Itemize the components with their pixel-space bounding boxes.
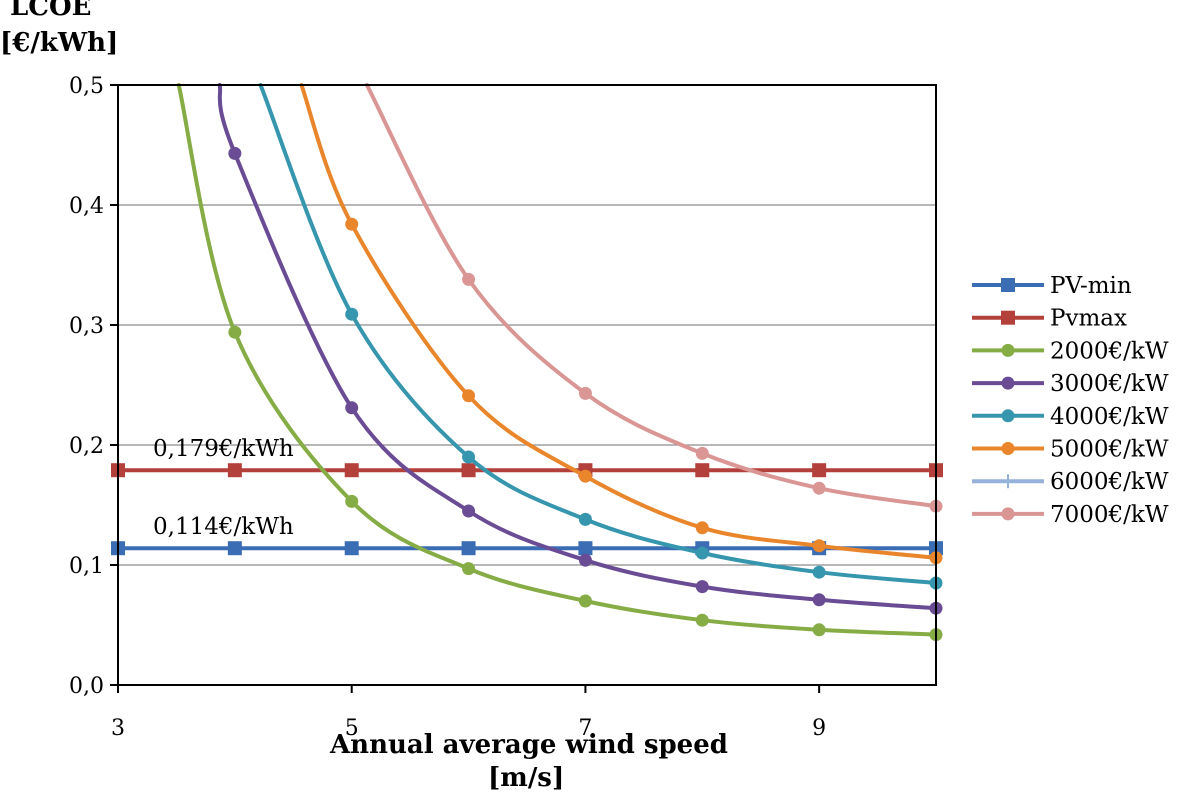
legend-item-pvmax: Pvmax (972, 306, 1127, 332)
data-point (461, 541, 476, 556)
legend-marker (1001, 376, 1015, 390)
x-tick-label: 5 (345, 716, 359, 741)
data-point (578, 541, 593, 556)
data-point (345, 307, 359, 321)
data-point (695, 546, 709, 560)
data-point (462, 562, 476, 576)
data-point (228, 146, 242, 160)
legend-item-7000-kw: 7000€/kW (972, 502, 1169, 528)
y-tick-label: 0,2 (69, 434, 104, 459)
legend-label: 6000€/kW (1050, 469, 1169, 495)
y-tick-label: 0,5 (69, 74, 104, 99)
annotations: 0,179€/kWh 0,114€/kWh (153, 436, 294, 540)
series-line (258, 83, 938, 585)
axis-ticks: 0,0 0,1 0,2 0,3 0,4 0,5 3 5 7 9 (69, 74, 826, 741)
y-tick-label: 0,3 (69, 314, 104, 339)
legend-label: 2000€/kW (1050, 338, 1169, 364)
data-point (695, 613, 709, 627)
data-point (812, 593, 826, 607)
legend-marker (1001, 442, 1015, 455)
x-tick-label: 9 (812, 716, 826, 741)
legend: PV-min Pvmax 2000€/kW 3000€/kW 4000€/kW 5000€… (972, 273, 1169, 528)
data-point (695, 580, 709, 594)
data-point (578, 553, 592, 567)
series-line (217, 83, 938, 611)
legend-marker (1001, 343, 1015, 357)
data-point (462, 389, 476, 403)
data-point (344, 541, 359, 556)
data-point (345, 217, 359, 231)
legend-label: 7000€/kW (1050, 502, 1169, 528)
data-point (695, 521, 709, 535)
data-point (345, 401, 359, 415)
data-point (695, 446, 709, 460)
series-7000-kw (364, 83, 943, 513)
data-point (578, 386, 592, 400)
legend-marker (1001, 474, 1015, 489)
series-lines (111, 83, 943, 642)
data-point (461, 463, 476, 478)
legend-label: 5000€/kW (1050, 437, 1169, 463)
data-point (812, 623, 826, 637)
series-line (299, 83, 938, 560)
legend-item-2000-kw: 2000€/kW (972, 338, 1169, 364)
series-5000-kw (299, 83, 943, 565)
data-point (578, 594, 592, 608)
data-point (812, 481, 826, 495)
legend-marker (1001, 409, 1015, 423)
y-tick-label: 0,4 (69, 194, 104, 219)
series-2000-kw (176, 83, 943, 642)
data-point (578, 512, 592, 526)
data-point (695, 463, 710, 478)
reference-annotation: 0,179€/kWh (153, 436, 294, 462)
legend-label: Pvmax (1050, 306, 1127, 332)
data-point (812, 463, 827, 478)
legend-marker (1001, 507, 1015, 521)
legend-item-5000-kw: 5000€/kW (972, 437, 1169, 463)
data-point (462, 504, 476, 518)
y-tick-label: 0,1 (69, 554, 104, 579)
legend-marker (1001, 310, 1015, 325)
x-axis-title-line1: Annual average wind speed (330, 730, 728, 760)
y-axis-title-line1: LCOE (10, 0, 92, 22)
plot-area-frame (117, 84, 937, 686)
reference-annotation: 0,114€/kWh (153, 514, 294, 540)
x-tick-label: 7 (578, 716, 592, 741)
data-point (578, 469, 592, 483)
series-pvmax (111, 463, 943, 478)
y-tick-label: 0,0 (69, 674, 104, 699)
legend-item-pv-min: PV-min (972, 273, 1132, 299)
data-point (227, 541, 242, 556)
series-3000-kw (217, 83, 943, 615)
data-point (227, 463, 242, 478)
legend-label: PV-min (1050, 273, 1132, 299)
x-tick-label: 3 (111, 716, 125, 741)
data-point (462, 272, 476, 286)
data-point (812, 539, 826, 553)
data-point (228, 325, 242, 339)
legend-marker (1001, 278, 1015, 292)
data-point (462, 450, 476, 464)
y-axis-title-line2: [€/kWh] (0, 28, 119, 58)
legend-item-4000-kw: 4000€/kW (972, 404, 1169, 430)
legend-item-6000-kw: 6000€/kW (972, 469, 1169, 495)
data-point (812, 565, 826, 579)
legend-label: 4000€/kW (1050, 404, 1169, 430)
gridlines (118, 204, 936, 566)
legend-label: 3000€/kW (1050, 371, 1169, 397)
legend-item-3000-kw: 3000€/kW (972, 371, 1169, 397)
data-point (344, 463, 359, 478)
data-point (345, 494, 359, 508)
x-axis-title-line2: [m/s] (488, 763, 565, 793)
